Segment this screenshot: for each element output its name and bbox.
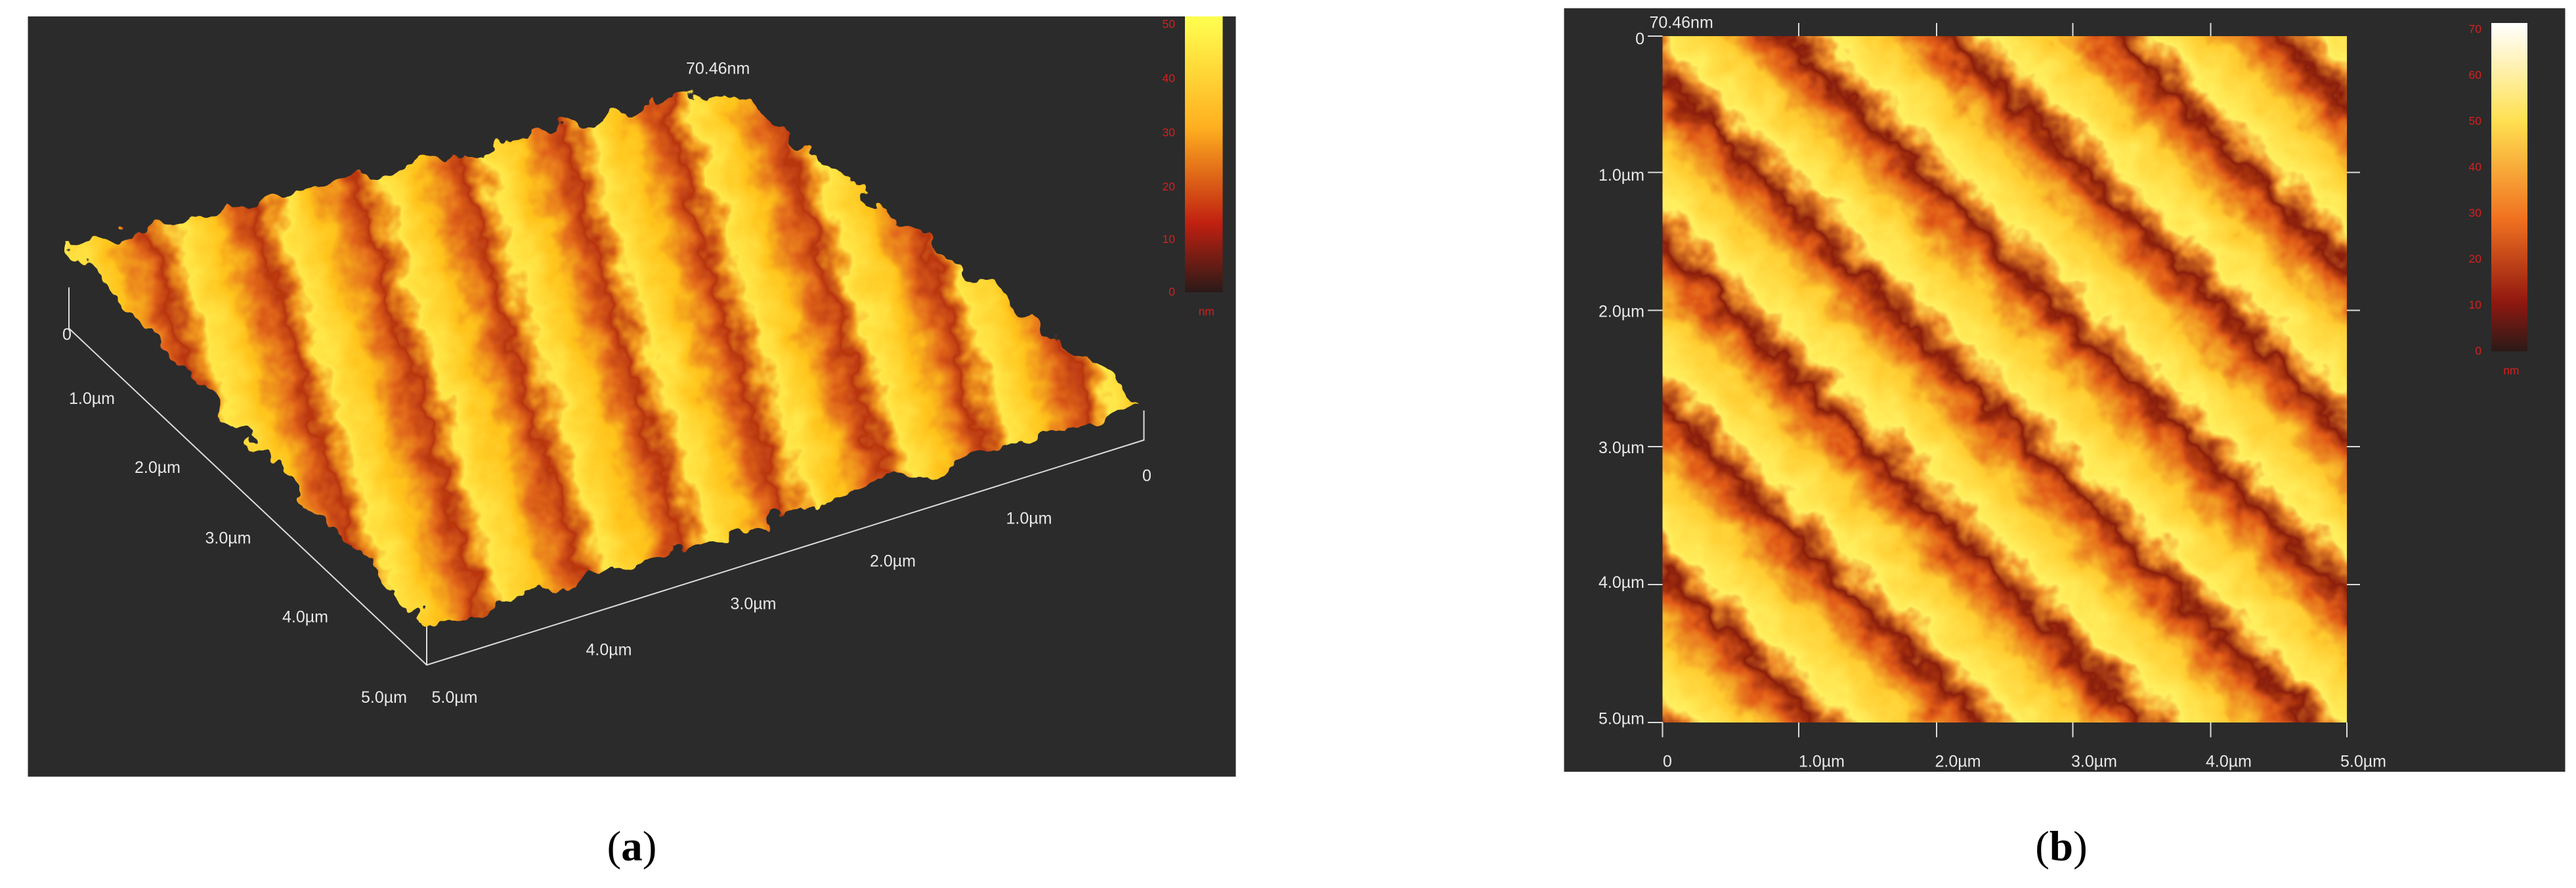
surface-map — [1662, 36, 2348, 723]
colorbar-tick: 30 — [2469, 206, 2482, 219]
axis-label: 2.0µm — [135, 458, 181, 477]
x-tick-label: 1.0µm — [1799, 753, 1845, 771]
axis-label: 1.0µm — [69, 389, 115, 408]
y-tick-label: 0 — [1635, 30, 1644, 49]
y-tick-label: 1.0µm — [1599, 166, 1644, 185]
colorbar-tick: 70 — [2469, 22, 2482, 35]
axis-label: 3.0µm — [731, 595, 777, 613]
panel-letter: a — [621, 823, 643, 870]
colorbar-tick: 40 — [1163, 72, 1176, 85]
y-tick-label: 2.0µm — [1599, 303, 1644, 321]
colorbar-tick: 50 — [2469, 114, 2482, 127]
colorbar-tick: 10 — [1163, 233, 1176, 246]
x-tick-label: 5.0µm — [2340, 753, 2386, 771]
axis-label: 4.0µm — [586, 641, 632, 659]
colorbar-tick: 0 — [2475, 344, 2481, 357]
y-tick-label: 3.0µm — [1599, 439, 1644, 457]
x-tick-label: 0 — [1663, 753, 1672, 771]
peak-label: 70.46nm — [1650, 14, 1713, 32]
peak-label: 70.46nm — [686, 60, 750, 78]
colorbar — [2491, 23, 2527, 352]
panel-caption: (a) — [607, 823, 657, 870]
axis-label: 3.0µm — [205, 529, 251, 548]
x-tick-label: 4.0µm — [2206, 753, 2252, 771]
colorbar-tick: 30 — [1163, 126, 1176, 139]
panel-letter: b — [2050, 823, 2073, 870]
surface-3d — [69, 90, 1144, 627]
x-tick-label: 2.0µm — [1935, 753, 1981, 771]
colorbar-unit: nm — [2503, 364, 2519, 377]
axis-label: 0 — [62, 326, 72, 344]
colorbar — [1185, 16, 1223, 293]
panel-caption: (b) — [2035, 823, 2087, 870]
axis-label: 5.0µm — [432, 688, 478, 707]
y-tick-label: 5.0µm — [1599, 710, 1644, 728]
colorbar-tick: 60 — [2469, 68, 2482, 81]
colorbar-tick: 20 — [1163, 180, 1176, 193]
axis-label: 5.0µm — [361, 688, 407, 707]
axis-label: 2.0µm — [870, 552, 916, 571]
y-tick-label: 4.0µm — [1599, 573, 1644, 592]
ticks-b — [1648, 23, 2361, 738]
colorbar-tick: 0 — [1169, 285, 1175, 298]
colorbar-tick: 50 — [1163, 18, 1176, 31]
axis-label: 1.0µm — [1006, 510, 1052, 528]
axis-label: 4.0µm — [282, 608, 328, 627]
colorbar-tick: 10 — [2469, 298, 2482, 311]
colorbar-tick: 40 — [2469, 160, 2482, 173]
axes-a — [68, 287, 1145, 666]
axis-label: 0 — [1142, 467, 1151, 485]
x-tick-label: 3.0µm — [2071, 753, 2117, 771]
colorbar-unit: nm — [1199, 305, 1214, 318]
colorbar-tick: 20 — [2469, 252, 2482, 265]
